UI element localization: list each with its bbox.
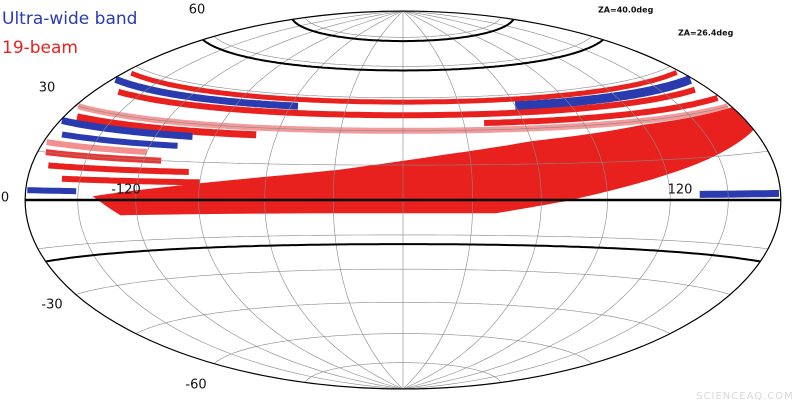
parallel bbox=[37, 150, 769, 166]
lat-label: 30 bbox=[39, 81, 56, 96]
parallel bbox=[75, 105, 731, 132]
za-annotation: ZA=40.0deg bbox=[598, 6, 654, 15]
lon-label: -120 bbox=[111, 183, 141, 198]
parallel bbox=[304, 17, 502, 38]
legend-entry: Ultra-wide band bbox=[2, 9, 137, 29]
graticule bbox=[24, 10, 782, 390]
za-limit-line bbox=[202, 39, 604, 72]
coverage-strip bbox=[27, 187, 77, 195]
parallel bbox=[213, 333, 593, 364]
coverage-strip bbox=[48, 162, 189, 175]
lat-label: -60 bbox=[185, 378, 206, 393]
coverage-strip bbox=[514, 75, 692, 111]
coverage-strip bbox=[117, 86, 696, 119]
coverage-strip bbox=[46, 139, 147, 155]
coverage-strip bbox=[61, 175, 200, 186]
parallel bbox=[135, 302, 671, 334]
parallel bbox=[37, 234, 769, 250]
coverage-strip bbox=[114, 76, 299, 110]
coverage-strip bbox=[484, 94, 719, 126]
coverage-strip bbox=[61, 117, 193, 140]
coverage-strip bbox=[130, 70, 678, 105]
parallel bbox=[304, 362, 502, 383]
coverage-strip bbox=[61, 131, 178, 149]
za-limit-line bbox=[291, 18, 515, 43]
coverage-strip bbox=[699, 189, 780, 198]
lat-label: -30 bbox=[41, 298, 62, 313]
parallel bbox=[135, 66, 671, 98]
za-limit-line bbox=[45, 243, 761, 263]
za-annotation: ZA=26.4deg bbox=[678, 29, 734, 38]
legend-entry: 19-beam bbox=[2, 38, 78, 58]
watermark: SCIENCEAQ.COM bbox=[696, 391, 794, 402]
map-border bbox=[24, 10, 782, 390]
coverage-strip bbox=[76, 113, 257, 139]
lat-label: 0 bbox=[1, 191, 9, 206]
parallel bbox=[213, 36, 593, 67]
parallel bbox=[75, 268, 731, 295]
lon-label: 120 bbox=[668, 183, 693, 198]
lat-label: 60 bbox=[189, 3, 206, 18]
